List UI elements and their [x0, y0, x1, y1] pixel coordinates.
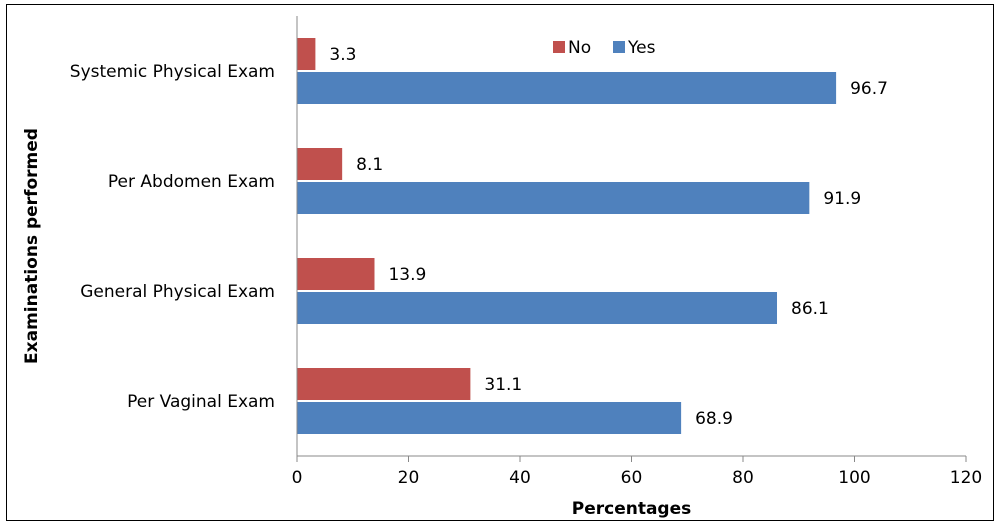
data-label-no-3: 31.1: [484, 375, 522, 395]
bar-yes-2: [297, 292, 778, 324]
legend-label-no: No: [568, 38, 591, 58]
legend-swatch-no: [553, 41, 565, 53]
category-label: Systemic Physical Exam: [70, 62, 275, 82]
legend: No Yes: [553, 38, 656, 58]
legend-label-yes: Yes: [627, 38, 656, 58]
x-tick-label: 40: [509, 468, 531, 488]
data-label-yes-0: 96.7: [850, 79, 888, 99]
data-label-yes-2: 86.1: [791, 299, 829, 319]
category-label: Per Abdomen Exam: [108, 172, 275, 192]
bar-yes-1: [297, 182, 810, 214]
bar-yes-3: [297, 402, 682, 434]
bar-yes-0: [297, 72, 837, 104]
category-label: General Physical Exam: [80, 282, 275, 302]
x-tick-label: 120: [950, 468, 982, 488]
legend-swatch-yes: [613, 41, 625, 53]
category-label: Per Vaginal Exam: [127, 392, 275, 412]
bar-no-0: [297, 38, 316, 70]
x-axis-title: Percentages: [572, 499, 692, 519]
bars-group: [297, 38, 837, 434]
data-label-no-0: 3.3: [329, 45, 356, 65]
x-tick-label: 80: [732, 468, 754, 488]
x-tick-label: 0: [292, 468, 303, 488]
data-label-no-2: 13.9: [388, 265, 426, 285]
y-axis-title: Examinations performed: [22, 128, 42, 364]
x-axis: 0 20 40 60 80 100 120: [292, 455, 982, 488]
value-labels-group: 3.3 96.7 8.1 91.9 13.9 86.1 31.1 68.9: [329, 45, 888, 429]
data-label-yes-3: 68.9: [695, 409, 733, 429]
category-labels-group: Systemic Physical Exam Per Abdomen Exam Ge…: [70, 62, 275, 412]
bar-no-3: [297, 368, 471, 400]
data-label-no-1: 8.1: [356, 155, 383, 175]
data-label-yes-1: 91.9: [823, 189, 861, 209]
x-tick-label: 20: [398, 468, 420, 488]
x-tick-label: 60: [621, 468, 643, 488]
bar-no-2: [297, 258, 375, 290]
x-tick-label: 100: [838, 468, 870, 488]
bar-no-1: [297, 148, 343, 180]
